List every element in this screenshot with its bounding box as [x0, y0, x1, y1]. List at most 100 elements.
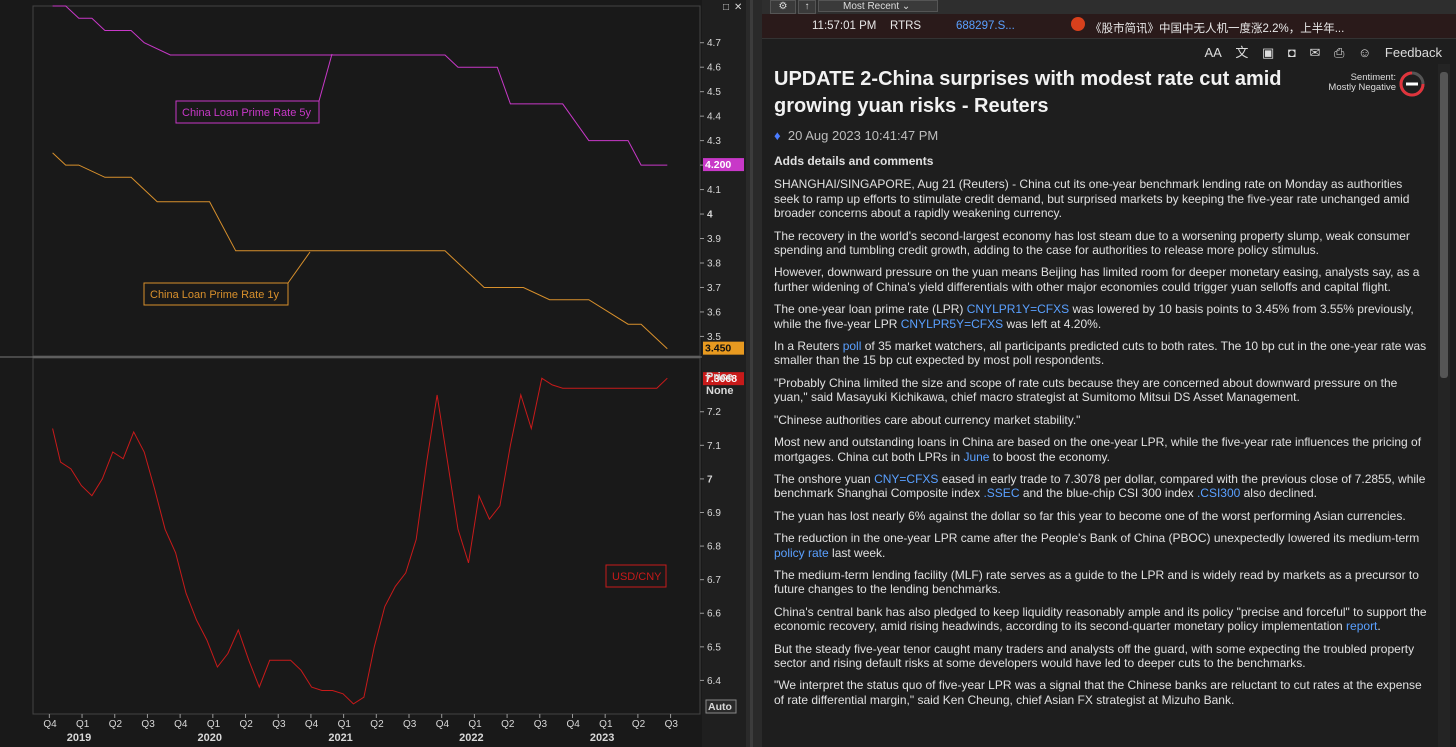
feedback-button[interactable]: ☺ Feedback — [1358, 45, 1442, 60]
y-tick-label: 6.8 — [707, 542, 721, 553]
x-tick-label: Q4 — [305, 719, 319, 730]
text: last week. — [828, 545, 886, 560]
chart-pane[interactable]: 4.74.64.54.44.34.24.143.93.83.73.63.57.2… — [0, 0, 746, 747]
last-value-label: 4.200 — [705, 159, 731, 171]
text: to boost the economy. — [989, 449, 1110, 464]
article-date: 20 Aug 2023 10:41:47 PM — [787, 128, 939, 143]
ric-link-lpr5y[interactable]: CNYLPR5Y=CFXS — [900, 316, 1004, 331]
print-icon[interactable]: ⎙ — [1333, 45, 1345, 60]
divider-handle[interactable] — [750, 0, 753, 747]
briefcase-icon[interactable]: ▣ — [1262, 45, 1275, 60]
article-headline: UPDATE 2-China surprises with modest rat… — [774, 68, 1282, 117]
news-pane: ⚙ ↑ Most Recent ⌄ 11:57:01 PM RTRS 68829… — [762, 0, 1456, 747]
policy-rate-link[interactable]: policy rate — [774, 545, 829, 560]
pane-divider[interactable] — [746, 0, 762, 747]
ticker-code-link[interactable]: 688297.S... — [956, 20, 1015, 32]
article-tools: AA 文 ▣ ◘ ✉ ⎙ ☺ Feedback — [1194, 42, 1442, 60]
upper-plot-frame — [32, 5, 701, 357]
sort-dropdown-label: Most Recent — [843, 1, 900, 12]
text: The reduction in the one-year LPR came a… — [774, 531, 1420, 546]
paragraph-5: In a Reuters poll of 35 market watchers,… — [774, 339, 1430, 368]
news-toolbar: ⚙ ↑ Most Recent ⌄ — [762, 0, 1456, 14]
gear-icon[interactable]: ⚙ — [770, 0, 796, 14]
sentiment-value: Mostly Negative — [1328, 82, 1396, 93]
news-ticker-row[interactable]: 11:57:01 PM RTRS 688297.S... 《股市简讯》中国中无人… — [762, 14, 1456, 39]
ric-link-ssec[interactable]: .SSEC — [983, 486, 1020, 501]
y-tick-label: 4.5 — [707, 87, 721, 98]
x-tick-label: Q4 — [566, 719, 580, 730]
y-tick-label: 4 — [707, 210, 713, 221]
paragraph-1: SHANGHAI/SINGAPORE, Aug 21 (Reuters) - C… — [774, 177, 1410, 221]
june-link[interactable]: June — [963, 449, 990, 464]
sentiment-label: Sentiment: — [1350, 72, 1396, 83]
x-tick-label: Q1 — [207, 719, 221, 730]
article-body: Adds details and comments SHANGHAI/SINGA… — [774, 154, 1430, 715]
ric-link-csi300[interactable]: .CSI300 — [1196, 486, 1241, 501]
article-scrollbar[interactable] — [1438, 64, 1450, 747]
label-leader — [318, 53, 333, 102]
camera-icon[interactable]: ◘ — [1287, 45, 1296, 60]
y-tick-label: 3.7 — [707, 283, 721, 294]
sort-dropdown[interactable]: Most Recent ⌄ — [818, 0, 938, 12]
y-tick-label: 7 — [707, 474, 713, 485]
series-label-box[interactable] — [143, 282, 289, 306]
y-tick-label: 4.7 — [707, 38, 721, 49]
font-size-icon[interactable]: AA — [1204, 45, 1222, 60]
y-tick-label: 3.9 — [707, 234, 721, 245]
series-line-1[interactable] — [52, 152, 668, 350]
text: Most new and outstanding loans in China … — [774, 435, 1422, 464]
ticker-headline[interactable]: 《股市简讯》中国中无人机一度涨2.2%，上半年... — [1090, 23, 1345, 35]
series-line-0[interactable] — [52, 5, 668, 166]
upload-icon[interactable]: ↑ — [798, 0, 816, 14]
report-link[interactable]: report — [1346, 619, 1378, 634]
text: was left at 4.20%. — [1003, 316, 1102, 331]
chevron-down-icon: ⌄ — [901, 1, 911, 12]
ric-link-lpr1y[interactable]: CNYLPR1Y=CFXS — [966, 302, 1070, 317]
x-tick-label: Q4 — [174, 719, 188, 730]
x-tick-label: Q4 — [436, 719, 450, 730]
text: . — [1377, 619, 1381, 634]
sentiment-gauge-icon — [1399, 71, 1425, 97]
text: eased in early trade to 7.3078 per dolla… — [774, 471, 1426, 501]
series-name-label: China Loan Prime Rate 5y — [182, 107, 312, 119]
x-year-label: 2022 — [459, 732, 483, 744]
chart-canvas[interactable]: 4.74.64.54.44.34.24.143.93.83.73.63.57.2… — [0, 0, 746, 747]
series-label-box[interactable] — [605, 564, 667, 588]
text: In a Reuters — [774, 339, 843, 354]
series-name-label: USD/CNY — [612, 571, 662, 583]
last-value-badge — [703, 372, 744, 386]
x-tick-label: Q4 — [43, 719, 57, 730]
translate-icon[interactable]: 文 — [1235, 45, 1249, 60]
auto-scale-label: Auto — [708, 701, 732, 713]
text: and the blue-chip CSI 300 index — [1019, 486, 1197, 501]
sentiment-indicator: Sentiment: Mostly Negative — [1318, 73, 1396, 93]
series-line-2[interactable] — [52, 377, 668, 705]
text: The one-year loan prime rate (LPR) — [774, 302, 967, 317]
last-value-badge — [703, 158, 744, 172]
x-tick-label: Q2 — [240, 719, 254, 730]
x-tick-label: Q3 — [272, 719, 286, 730]
x-year-label: 2020 — [198, 732, 222, 744]
x-year-label: 2023 — [590, 732, 614, 744]
close-icon: ✕ — [734, 2, 742, 13]
poll-link[interactable]: poll — [842, 339, 862, 354]
y-tick-label: 7.1 — [707, 441, 721, 452]
series-label-box[interactable] — [175, 100, 320, 124]
y-tick-label: 4.1 — [707, 185, 721, 196]
paragraph-11: The reduction in the one-year LPR came a… — [774, 531, 1430, 560]
scrollbar-thumb[interactable] — [1440, 72, 1448, 378]
paragraph-4: The one-year loan prime rate (LPR) CNYLP… — [774, 302, 1430, 331]
y-tick-label: 3.8 — [707, 258, 721, 269]
ric-link-cny[interactable]: CNY=CFXS — [874, 471, 939, 486]
y-tick-label: 3.6 — [707, 307, 721, 318]
auto-scale-button[interactable] — [705, 699, 737, 714]
price-label: Price — [706, 371, 733, 383]
article-subhead: Adds details and comments — [774, 154, 934, 168]
none-label: None — [706, 385, 734, 397]
paragraph-10: The yuan has lost nearly 6% against the … — [774, 508, 1406, 523]
label-leader — [287, 251, 311, 284]
email-icon[interactable]: ✉ — [1309, 45, 1321, 60]
x-year-label: 2021 — [328, 732, 352, 744]
paragraph-6: "Probably China limited the size and sco… — [774, 375, 1398, 405]
source-logo-icon — [1071, 17, 1085, 31]
